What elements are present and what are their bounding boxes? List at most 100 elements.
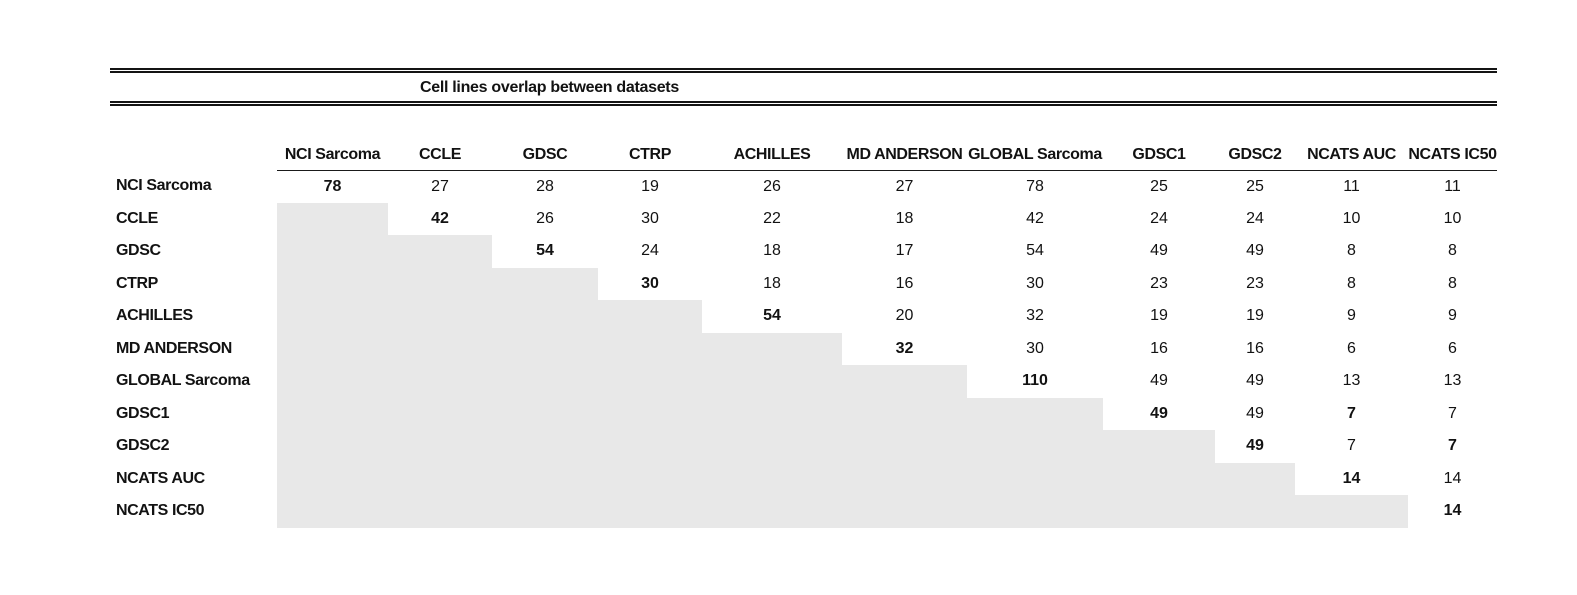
- shaded-cell: [1215, 495, 1295, 528]
- shaded-cell: [388, 495, 492, 528]
- overlap-value-cell: 26: [763, 177, 781, 195]
- overlap-value-cell: 8: [1347, 274, 1356, 292]
- table-row-ncats-ic50: NCATS IC50 14: [110, 495, 1497, 528]
- shaded-cell: [842, 430, 967, 463]
- overlap-value-cell: 24: [1246, 209, 1264, 227]
- overlap-value-cell: 28: [536, 177, 554, 195]
- overlap-value-cell: 11: [1444, 177, 1461, 195]
- column-header-ctrp: CTRP: [598, 140, 702, 171]
- shaded-cell: [598, 300, 702, 333]
- overlap-value-cell: 54: [763, 307, 781, 325]
- shaded-cell: [1295, 495, 1408, 528]
- shaded-cell: [277, 235, 388, 268]
- overlap-value-cell: 32: [895, 339, 914, 357]
- column-header-nci-sarcoma: NCI Sarcoma: [277, 140, 388, 171]
- column-header-ccle: CCLE: [388, 140, 492, 171]
- shaded-cell: [277, 300, 388, 333]
- shaded-cell: [842, 397, 967, 430]
- table-row-achilles: ACHILLES 54 20 32 19 19 9 9: [110, 300, 1497, 333]
- shaded-cell: [702, 495, 842, 528]
- table-row-ccle: CCLE 42 26 30 22 18 42 24 24 10 10: [110, 202, 1497, 235]
- overlap-value-cell: 19: [1150, 307, 1168, 325]
- table-row-global-sarcoma: GLOBAL Sarcoma 110 49 49 13 13: [110, 365, 1497, 398]
- overlap-value-cell: 23: [1150, 274, 1168, 292]
- shaded-cell: [1215, 462, 1295, 495]
- overlap-value-cell: 16: [1246, 339, 1264, 357]
- table-title: Cell lines overlap between datasets: [420, 79, 679, 96]
- shaded-cell: [277, 430, 388, 463]
- shaded-cell: [277, 332, 388, 365]
- shaded-cell: [1103, 430, 1215, 463]
- overlap-value-cell: 7: [1448, 404, 1457, 422]
- shaded-cell: [388, 365, 492, 398]
- overlap-value-cell: 20: [895, 307, 914, 325]
- overlap-value-cell: 27: [895, 177, 914, 195]
- overlap-value-cell: 10: [1342, 209, 1361, 227]
- shaded-cell: [598, 365, 702, 398]
- shaded-cell: [842, 365, 967, 398]
- overlap-value-cell: 25: [1150, 177, 1168, 195]
- overlap-value-cell: 30: [1026, 339, 1044, 357]
- overlap-value-cell: 49: [1150, 372, 1168, 390]
- overlap-value-cell: 9: [1347, 307, 1356, 325]
- overlap-value-cell: 30: [1026, 274, 1044, 292]
- overlap-value-cell: 13: [1342, 372, 1361, 390]
- overlap-value-cell: 49: [1246, 404, 1264, 422]
- row-label-gdsc: GDSC: [116, 242, 161, 260]
- shaded-cell: [388, 235, 492, 268]
- title-top-rule: [110, 68, 1497, 73]
- shaded-cell: [277, 202, 388, 235]
- overlap-value-cell: 54: [1026, 242, 1044, 260]
- shaded-cell: [388, 332, 492, 365]
- cell-lines-overlap-table: NCI Sarcoma CCLE GDSC CTRP ACHILLES MD ANDERS…: [110, 140, 1497, 528]
- shaded-cell: [388, 462, 492, 495]
- shaded-cell: [492, 300, 598, 333]
- row-label-gdsc2: GDSC2: [116, 437, 170, 455]
- shaded-cell: [1103, 495, 1215, 528]
- shaded-cell: [492, 267, 598, 300]
- overlap-value-cell: 49: [1246, 437, 1264, 455]
- overlap-value-cell: 19: [641, 177, 659, 195]
- column-header-global-sarcoma: GLOBAL Sarcoma: [967, 140, 1103, 171]
- shaded-cell: [277, 365, 388, 398]
- overlap-value-cell: 10: [1443, 209, 1462, 227]
- shaded-cell: [842, 495, 967, 528]
- overlap-value-cell: 18: [895, 209, 914, 227]
- overlap-value-cell: 8: [1448, 242, 1457, 260]
- shaded-cell: [492, 365, 598, 398]
- overlap-value-cell: 54: [536, 242, 554, 260]
- overlap-value-cell: 49: [1150, 404, 1168, 422]
- overlap-value-cell: 7: [1347, 404, 1356, 422]
- row-label-ccle: CCLE: [116, 209, 158, 227]
- table-body: NCI Sarcoma 78 27 28 19 26 27 78 25 25 11 11 CCLE 42 2…: [110, 170, 1497, 528]
- overlap-value-cell: 13: [1443, 372, 1462, 390]
- row-label-ncats-auc: NCATS AUC: [116, 469, 205, 487]
- overlap-value-cell: 14: [1443, 502, 1462, 520]
- shaded-cell: [598, 495, 702, 528]
- overlap-value-cell: 18: [763, 274, 781, 292]
- shaded-cell: [1103, 462, 1215, 495]
- shaded-cell: [388, 300, 492, 333]
- row-label-ctrp: CTRP: [116, 274, 158, 292]
- shaded-cell: [277, 462, 388, 495]
- row-label-achilles: ACHILLES: [116, 307, 193, 325]
- shaded-cell: [388, 397, 492, 430]
- overlap-value-cell: 16: [895, 274, 914, 292]
- overlap-value-cell: 14: [1342, 469, 1361, 487]
- overlap-value-cell: 78: [323, 177, 342, 195]
- shaded-cell: [598, 430, 702, 463]
- overlap-value-cell: 6: [1347, 339, 1356, 357]
- table-row-gdsc2: GDSC2 49 7 7: [110, 430, 1497, 463]
- shaded-cell: [967, 397, 1103, 430]
- column-header-gdsc1: GDSC1: [1103, 140, 1215, 171]
- table-row-ctrp: CTRP 30 18 16 30 23 23 8 8: [110, 267, 1497, 300]
- row-label-ncats-ic50: NCATS IC50: [116, 502, 205, 520]
- row-label-nci-sarcoma: NCI Sarcoma: [116, 177, 212, 195]
- shaded-cell: [967, 495, 1103, 528]
- overlap-value-cell: 24: [641, 242, 659, 260]
- table-row-ncats-auc: NCATS AUC 14 14: [110, 462, 1497, 495]
- overlap-value-cell: 49: [1246, 372, 1264, 390]
- overlap-value-cell: 110: [1022, 372, 1048, 390]
- shaded-cell: [967, 462, 1103, 495]
- overlap-value-cell: 26: [536, 209, 554, 227]
